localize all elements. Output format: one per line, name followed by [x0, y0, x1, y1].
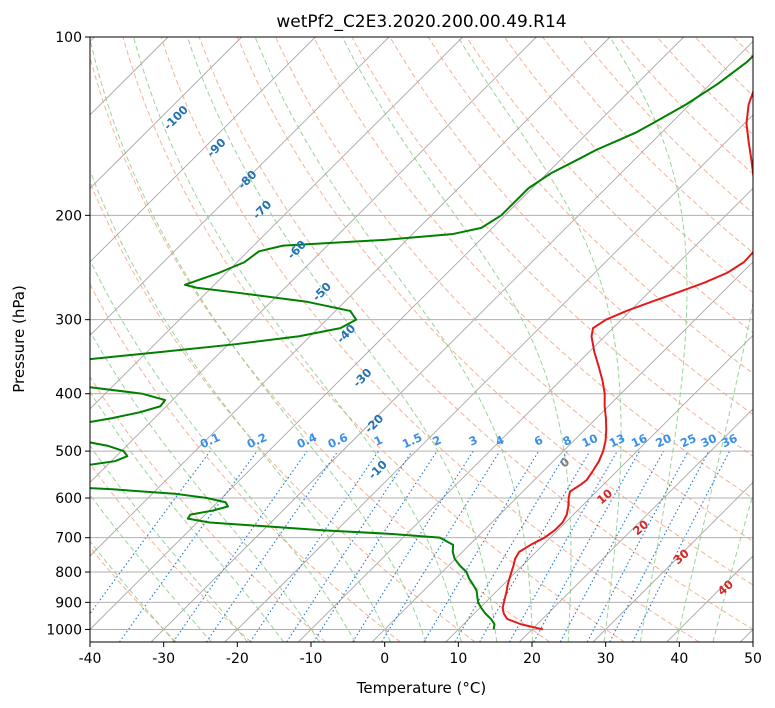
plot-background: [90, 37, 753, 642]
dry-adiabat-line: [122, 37, 625, 642]
chart-title: wetPf2_C2E3.2020.200.00.49.R14: [276, 12, 566, 32]
background-lines: [90, 37, 775, 642]
mixing-ratio-label: 16: [629, 431, 649, 450]
mixing-ratio-label: 25: [678, 431, 698, 450]
mixing-ratio-line: [381, 450, 501, 642]
isotherm-line: [90, 37, 242, 190]
sounding-series: [90, 54, 753, 631]
dry-adiabat-line: [90, 180, 476, 642]
mixing-ratio-line: [533, 450, 640, 642]
moist-adiabat-line: [341, 37, 572, 642]
dry-adiabat-line: [90, 55, 551, 642]
dry-adiabat-line: [504, 37, 753, 294]
dry-adiabat-line: [313, 37, 753, 499]
temperature-profile: [501, 89, 753, 631]
moist-adiabat-line: [609, 37, 688, 642]
dry-adiabat-line: [90, 546, 177, 642]
x-axis-title: Temperature (°C): [356, 679, 486, 697]
isotherm-line: [371, 261, 753, 642]
mixing-ratio-line: [286, 450, 413, 642]
dry-adiabat-line: [90, 375, 326, 642]
mixing-ratio-line: [249, 450, 379, 642]
y-axis: 100 200 300 400 500 600 700 800 900 1000: [46, 30, 90, 638]
dry-adiabat-line: [198, 37, 753, 631]
dry-adiabat-line: [90, 283, 401, 642]
x-tick-label: 0: [380, 651, 389, 667]
mixing-ratio-line: [352, 450, 474, 642]
mixing-ratio-line: [313, 450, 438, 642]
mixing-ratio-line: [205, 450, 339, 642]
y-tick-label: 500: [55, 444, 82, 460]
moist-adiabat-line: [90, 37, 427, 642]
y-tick-label: 900: [55, 595, 82, 611]
plot-frame: [89, 36, 754, 643]
mixing-ratio-label: 36: [719, 431, 739, 450]
moist-adiabat-line: [90, 444, 248, 642]
dry-adiabat-line: [772, 37, 775, 642]
y-tick-label: 200: [55, 208, 82, 224]
mixing-ratio-label: 30: [698, 431, 718, 450]
mixing-ratio-line: [509, 450, 618, 642]
dry-adiabat-line: [90, 462, 252, 642]
x-tick-label: 30: [597, 651, 615, 667]
x-tick-label: 40: [670, 651, 688, 667]
moist-adiabat-line: [90, 169, 391, 642]
moist-adiabat-line: [133, 37, 462, 642]
x-tick-label: -40: [79, 651, 102, 667]
mixing-ratio-line: [90, 450, 211, 615]
isotherm-line: [90, 37, 463, 410]
mixing-ratio-line: [559, 450, 665, 642]
isotherm-line: [224, 114, 753, 642]
dewpoint-profile: [90, 54, 753, 630]
moist-adiabat-line: [676, 300, 753, 642]
isotherm-line: [592, 481, 753, 642]
y-tick-label: 700: [55, 531, 82, 547]
isotherm-line: [90, 37, 684, 631]
mixing-ratio-label: 20: [653, 431, 673, 450]
isotherm-line: [445, 334, 753, 642]
isotherm-line: [150, 40, 753, 642]
moist-adiabat-line: [90, 330, 320, 642]
mixing-ratio-label: 13: [607, 431, 627, 450]
dry-adiabat-line: [236, 37, 753, 586]
dry-adiabat-line: [160, 37, 700, 642]
x-tick-label: 50: [744, 651, 762, 667]
x-axis: -40 -30 -20 -10 0 10 20 30 40 50: [79, 642, 762, 667]
isotherm-line: [90, 37, 390, 337]
x-tick-label: -10: [300, 651, 323, 667]
mixing-ratio-line: [119, 450, 258, 642]
mixing-ratio-label: 10: [580, 431, 600, 450]
moist-adiabat-line: [254, 37, 533, 642]
isotherm-line: [519, 408, 753, 642]
mixing-ratio-line: [632, 450, 731, 642]
x-tick-label: -30: [152, 651, 175, 667]
moist-adiabat-line: [90, 259, 356, 642]
isotherm-line: [90, 37, 537, 484]
y-tick-label: 1000: [46, 622, 82, 638]
y-tick-label: 800: [55, 565, 82, 581]
dry-adiabat-line: [427, 37, 753, 374]
moist-adiabat-line: [712, 492, 753, 642]
y-tick-label: 300: [55, 313, 82, 329]
y-axis-title: Pressure (hPa): [10, 285, 28, 393]
dry-adiabat-line: [389, 37, 753, 416]
y-tick-label: 600: [55, 491, 82, 507]
y-tick-label: 100: [55, 30, 82, 46]
isotherm-line: [90, 37, 611, 557]
y-tick-label: 400: [55, 387, 82, 403]
x-tick-label: 20: [523, 651, 541, 667]
mixing-ratio-line: [172, 450, 308, 642]
moist-adiabat-line: [186, 37, 498, 642]
x-tick-label: -20: [226, 651, 249, 667]
isotherm-line: [90, 37, 316, 263]
x-tick-label: 10: [449, 651, 467, 667]
